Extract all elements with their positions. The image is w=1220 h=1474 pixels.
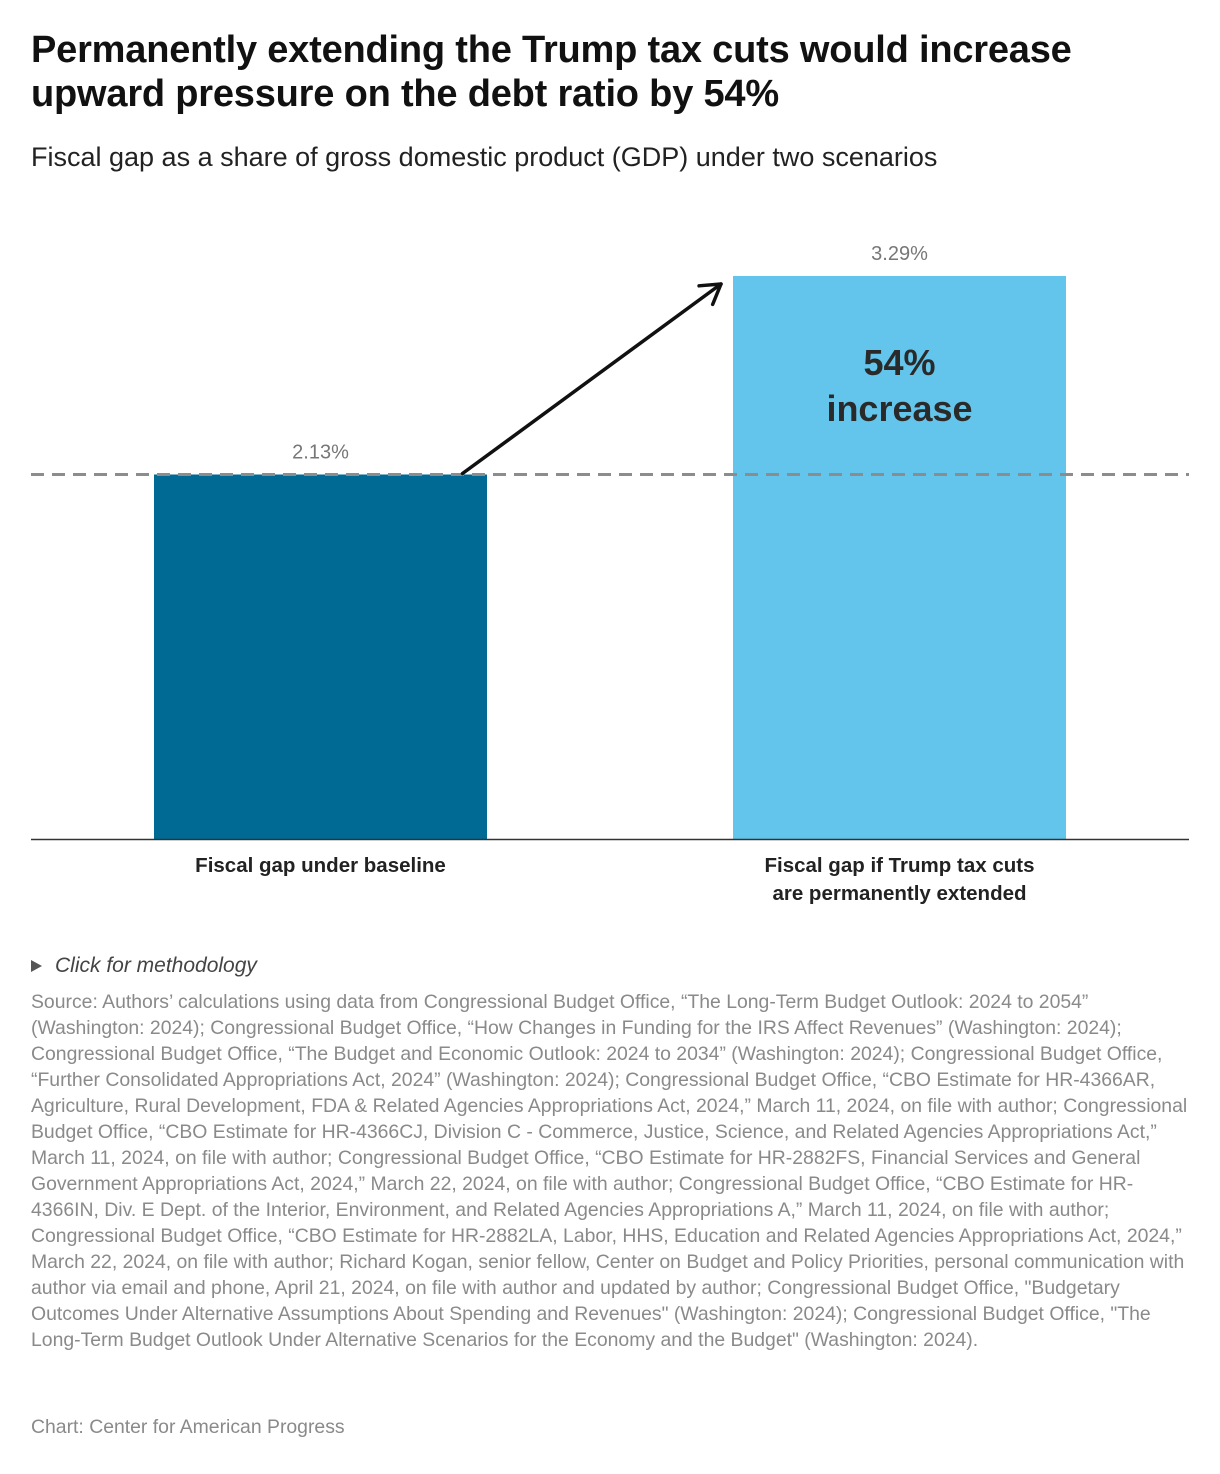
category-label-2-line-1: Fiscal gap if Trump tax cuts <box>765 854 1035 877</box>
annotation-line-2: increase <box>826 388 972 429</box>
category-label-2-line-2: are permanently extended <box>772 882 1026 905</box>
value-label-2: 3.29% <box>871 243 928 265</box>
bar-1 <box>154 474 487 839</box>
value-label-1: 2.13% <box>292 442 349 464</box>
annotation-line-1: 54% <box>863 342 935 383</box>
chart-title: Permanently extending the Trump tax cuts… <box>31 29 1072 115</box>
chart-subtitle: Fiscal gap as a share of gross domestic … <box>31 142 938 172</box>
bar-2 <box>733 276 1066 839</box>
bar-chart: 2.13% 3.29% Fiscal gap under baseline Fisca… <box>31 243 1189 905</box>
source-note: Source: Authors’ calculations using data… <box>31 991 1188 1351</box>
methodology-label: Click for methodology <box>55 954 257 977</box>
chart-credit: Chart: Center for American Progress <box>31 1416 345 1438</box>
category-label-1-line-1: Fiscal gap under baseline <box>195 854 446 877</box>
methodology-toggle[interactable]: Click for methodology <box>31 952 257 980</box>
triangle-right-icon <box>31 960 42 972</box>
annotation-arrow-head-icon <box>697 282 723 307</box>
annotation-arrow-shaft <box>460 282 723 476</box>
